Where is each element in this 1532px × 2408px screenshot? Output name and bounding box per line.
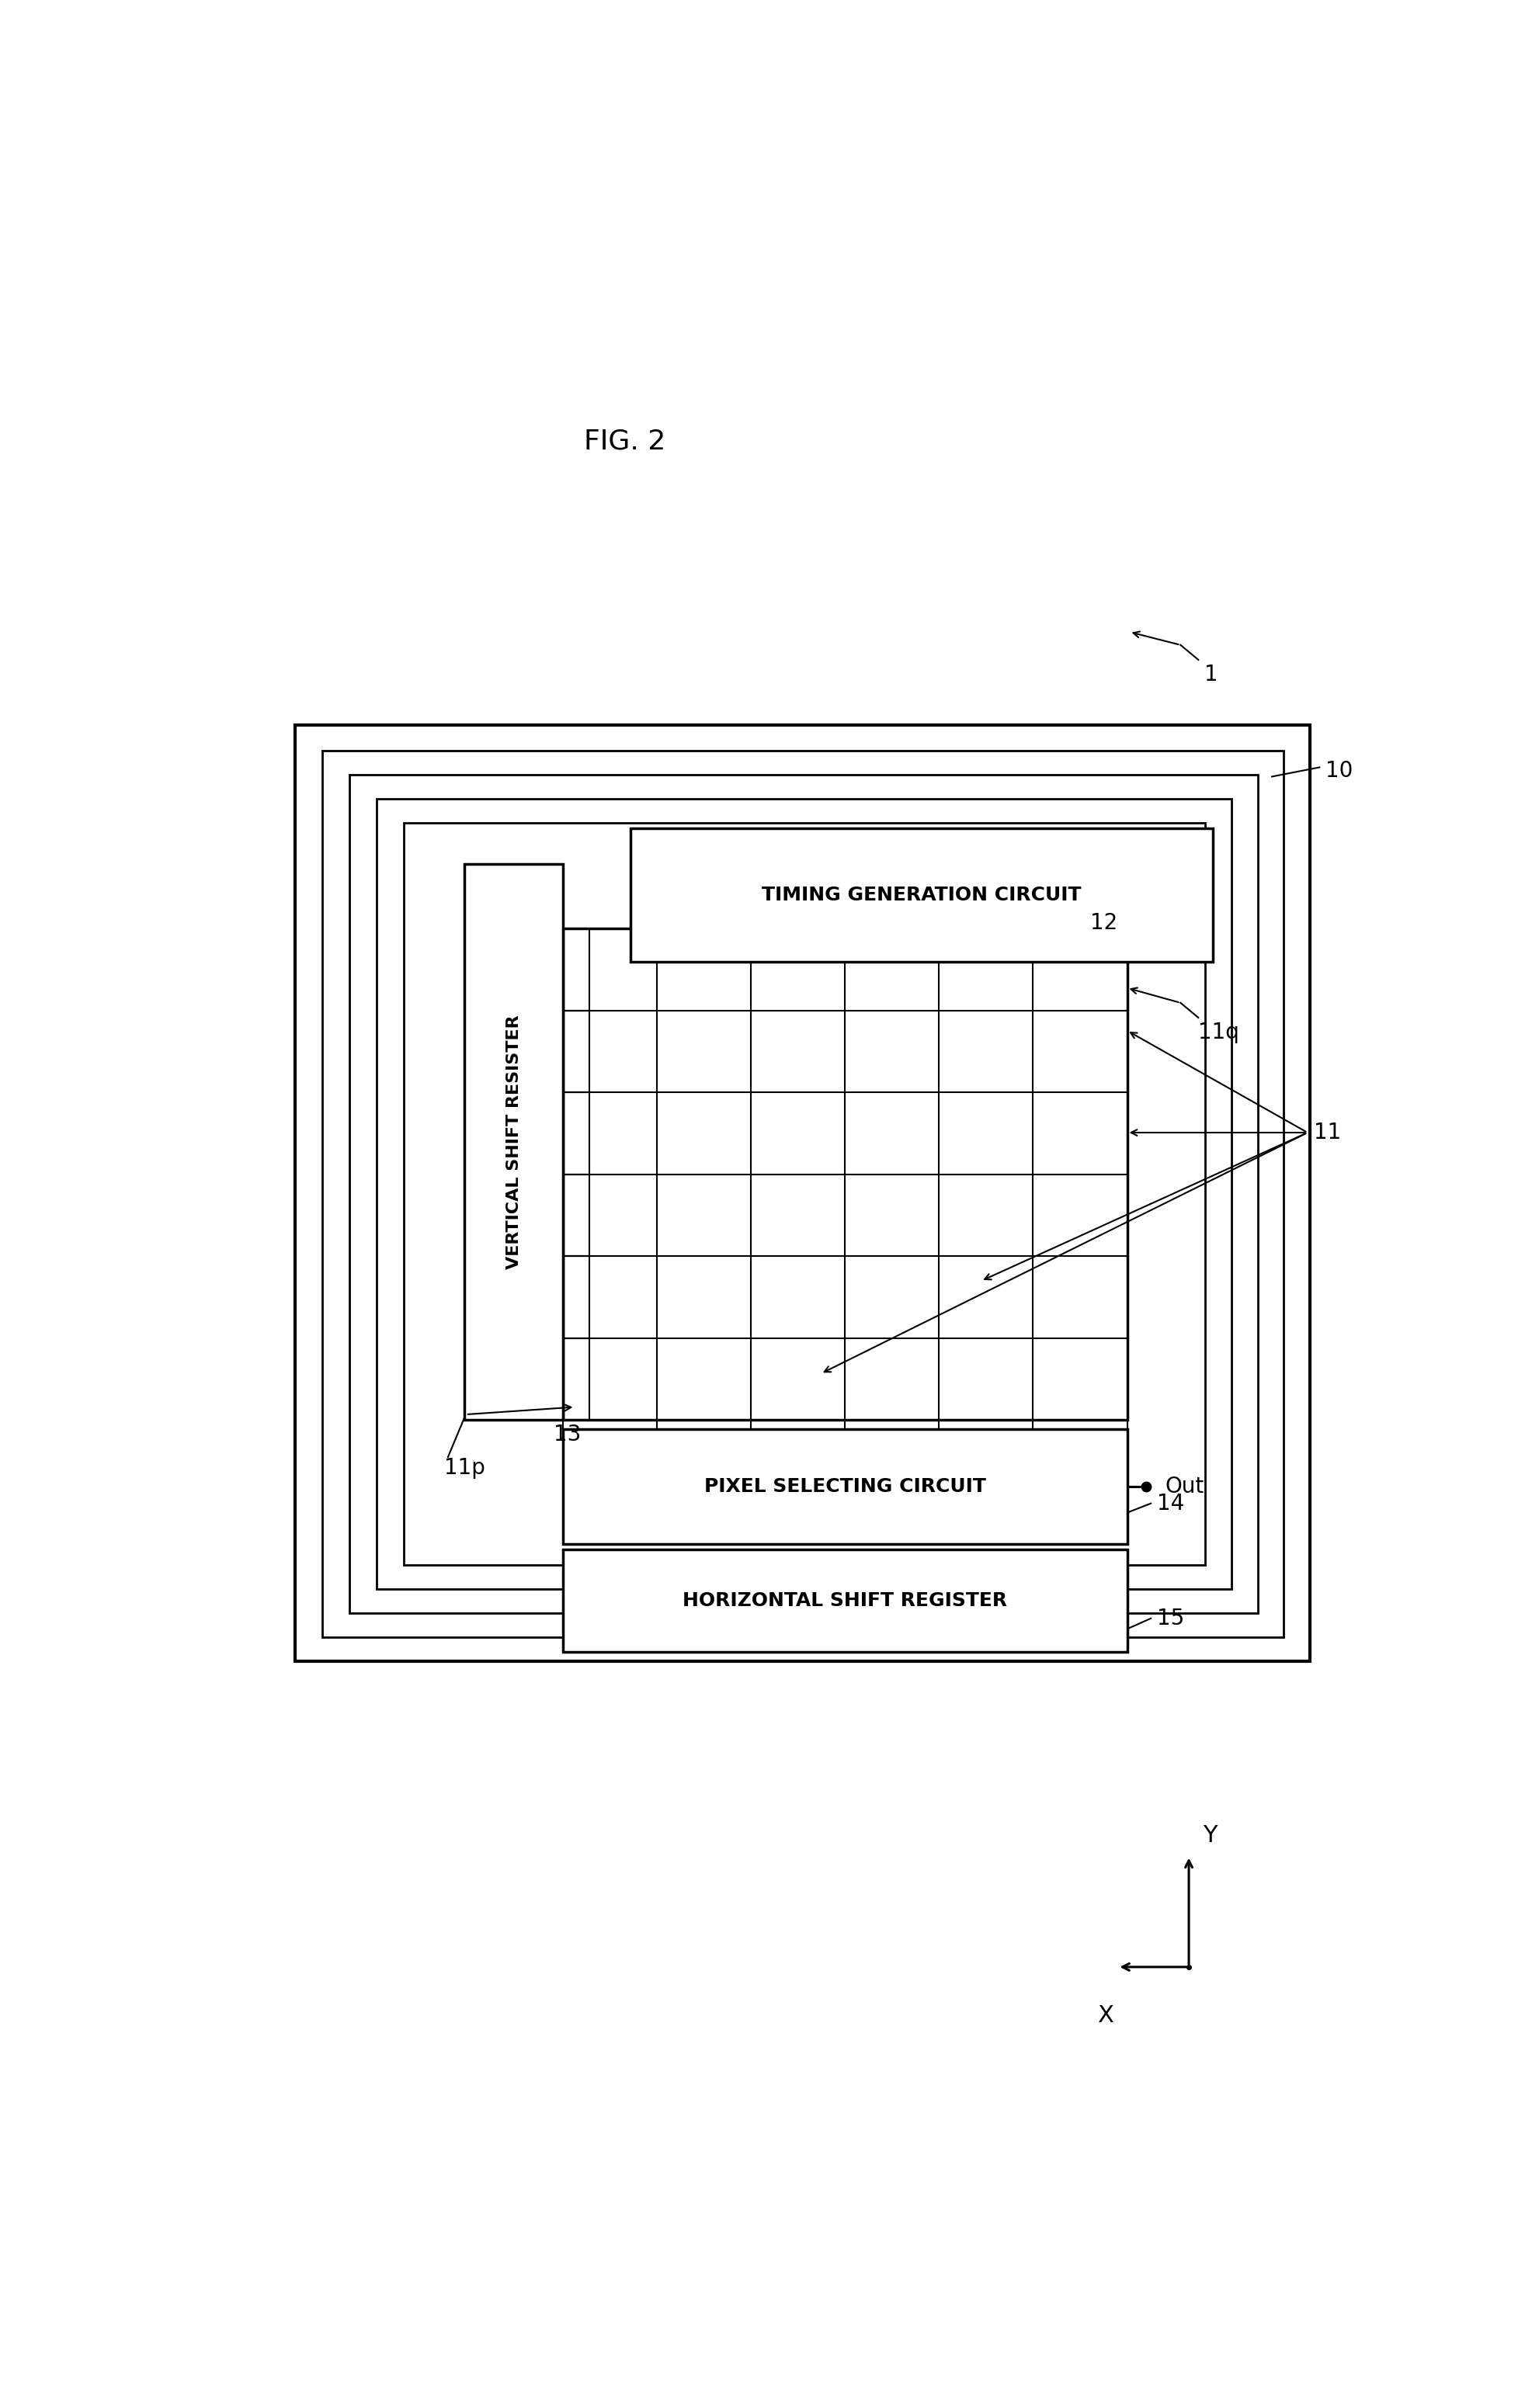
Bar [631, 828, 1213, 963]
Bar [294, 725, 1310, 1662]
Text: PIXEL SELECTING CIRCUIT: PIXEL SELECTING CIRCUIT [705, 1479, 987, 1495]
Text: 13: 13 [553, 1423, 581, 1445]
Text: HORIZONTAL SHIFT REGISTER: HORIZONTAL SHIFT REGISTER [683, 1592, 1008, 1611]
Text: 14: 14 [1157, 1493, 1184, 1515]
Bar [564, 1011, 590, 1093]
Bar [564, 929, 1128, 1421]
Bar [564, 929, 590, 1011]
Text: 11: 11 [1313, 1122, 1340, 1144]
Bar [404, 824, 1206, 1565]
Bar [564, 1551, 1128, 1652]
Bar [564, 1175, 590, 1257]
Bar [564, 1093, 590, 1175]
Text: VERTICAL SHIFT RESISTER: VERTICAL SHIFT RESISTER [506, 1014, 521, 1269]
Bar [464, 864, 564, 1421]
Text: 11p: 11p [444, 1457, 486, 1479]
Text: 15: 15 [1157, 1609, 1184, 1630]
Text: Out: Out [1164, 1476, 1204, 1498]
Text: Y: Y [1203, 1823, 1218, 1847]
Text: FIG. 2: FIG. 2 [584, 429, 666, 455]
Bar [349, 775, 1258, 1613]
Text: 10: 10 [1325, 761, 1353, 783]
Bar [564, 1430, 1128, 1544]
Text: 1: 1 [1204, 665, 1218, 686]
Bar [564, 1339, 590, 1421]
Text: 11q: 11q [1198, 1021, 1239, 1043]
Text: X: X [1097, 2003, 1114, 2028]
Bar [322, 751, 1284, 1637]
Bar [564, 1257, 590, 1339]
Text: TIMING GENERATION CIRCUIT: TIMING GENERATION CIRCUIT [761, 886, 1082, 905]
Text: 12: 12 [1091, 913, 1118, 934]
Bar [377, 799, 1232, 1589]
